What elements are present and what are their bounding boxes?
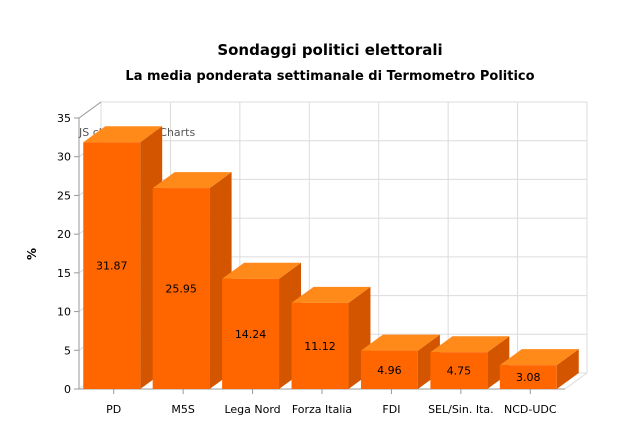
bar-top bbox=[430, 336, 510, 353]
bar-side bbox=[556, 349, 579, 389]
chart-title: Sondaggi politici elettorali bbox=[217, 41, 442, 59]
bars-layer: 31.87 25.95 14.24 11.12 4.96 4.75 3.08 bbox=[83, 126, 579, 390]
bar-top bbox=[222, 262, 302, 279]
y-tick-label: 35 bbox=[57, 112, 71, 125]
bar bbox=[430, 352, 488, 389]
x-tick-label: M5S bbox=[171, 403, 194, 416]
bar-top bbox=[83, 126, 163, 143]
x-tick-label: NCD-UDC bbox=[504, 403, 557, 416]
bar bbox=[222, 278, 280, 389]
data-label: 4.75 bbox=[447, 365, 472, 378]
data-label: 3.08 bbox=[516, 371, 541, 384]
bar bbox=[291, 302, 349, 389]
bar bbox=[83, 142, 141, 389]
y-tick-label: 0 bbox=[64, 383, 71, 396]
x-tick-label: PD bbox=[106, 403, 121, 416]
bar-top bbox=[291, 286, 371, 303]
grid-line bbox=[78, 101, 587, 119]
y-tick-label: 20 bbox=[57, 228, 71, 241]
bar bbox=[499, 365, 557, 389]
bar bbox=[152, 188, 210, 389]
y-tick-label: 15 bbox=[57, 267, 71, 280]
x-tick-label: SEL/Sin. Ita. bbox=[428, 403, 494, 416]
x-tick-label: Forza Italia bbox=[292, 403, 352, 416]
x-tick-label: Lega Nord bbox=[224, 403, 280, 416]
data-label: 25.95 bbox=[165, 283, 197, 296]
data-label: 4.96 bbox=[377, 364, 402, 377]
bar-top bbox=[499, 349, 579, 366]
data-label: 31.87 bbox=[96, 260, 128, 273]
bar bbox=[360, 350, 418, 389]
y-axis-top-edge bbox=[78, 101, 102, 119]
data-label: 14.24 bbox=[235, 328, 267, 341]
chart-subtitle: La media ponderata settimanale di Termom… bbox=[125, 69, 534, 84]
bar-top bbox=[360, 334, 440, 351]
bar-top bbox=[152, 172, 232, 189]
y-tick-label: 10 bbox=[57, 306, 71, 319]
y-tick-label: 30 bbox=[57, 151, 71, 164]
axis-layer: 0 5 10 15 20 25 30 35 PD M5S Lega Nord Forza Italia… bbox=[57, 101, 565, 416]
floor-right-edge bbox=[564, 372, 588, 390]
data-label: 11.12 bbox=[304, 340, 336, 353]
x-tick-label: FDI bbox=[382, 403, 400, 416]
y-tick-label: 25 bbox=[57, 189, 71, 202]
y-axis-label: % bbox=[25, 248, 39, 260]
y-tick-label: 5 bbox=[64, 344, 71, 357]
